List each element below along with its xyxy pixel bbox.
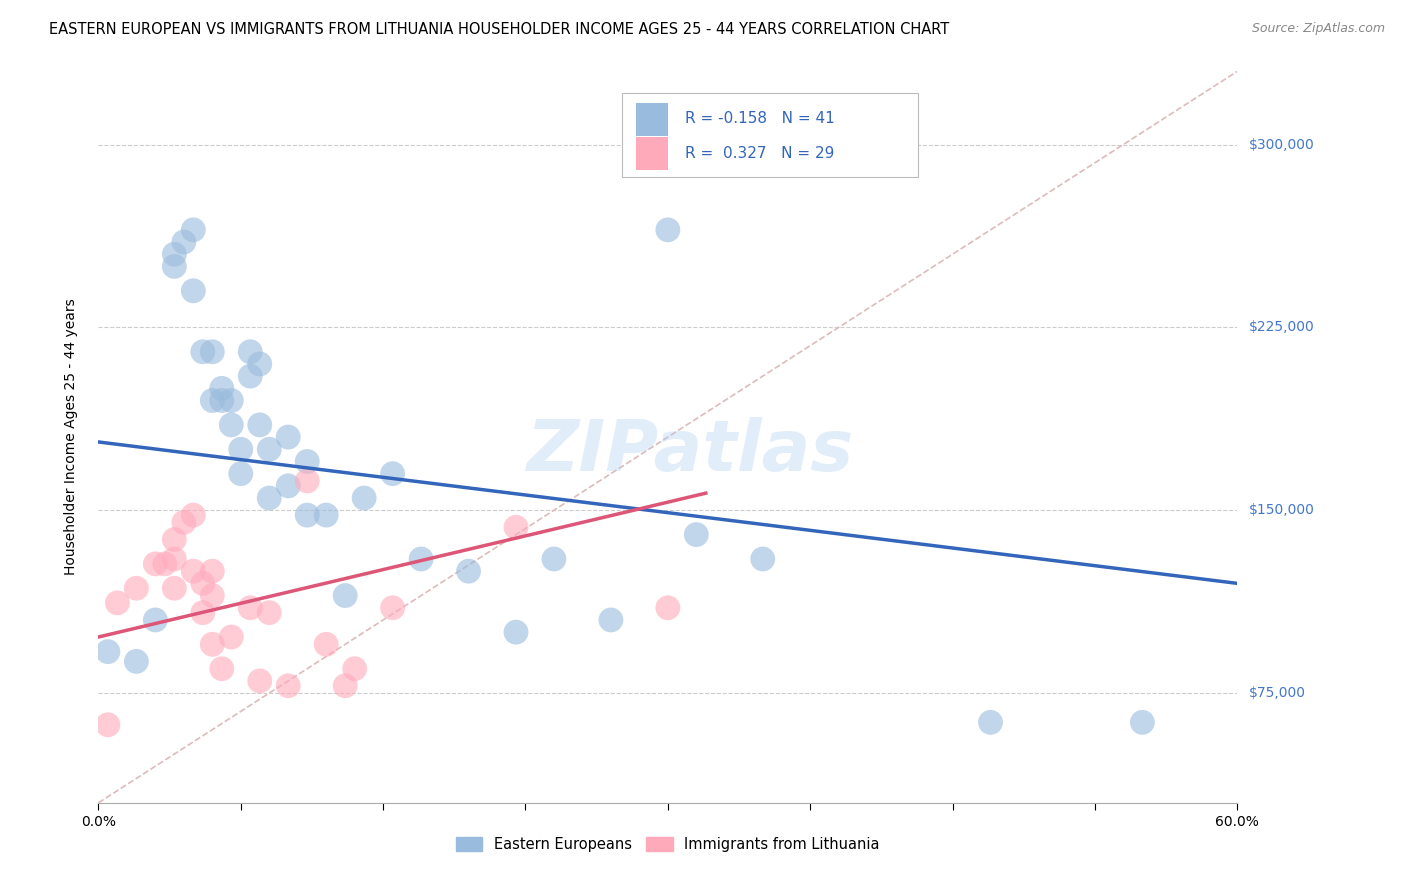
Point: [315, 508, 337, 522]
Point: [221, 393, 243, 408]
Point: [229, 467, 252, 481]
Point: [1132, 715, 1154, 730]
Point: [183, 284, 205, 298]
Point: [657, 223, 679, 237]
Point: [381, 467, 404, 481]
Point: [297, 474, 319, 488]
Point: [201, 637, 224, 651]
Text: $75,000: $75,000: [1249, 686, 1305, 700]
Point: [183, 223, 205, 237]
Point: [163, 552, 186, 566]
Point: [277, 430, 299, 444]
Point: [221, 630, 243, 644]
Point: [201, 589, 224, 603]
Point: [163, 533, 186, 547]
Point: [381, 600, 404, 615]
Point: [183, 564, 205, 578]
Point: [191, 606, 214, 620]
Point: [229, 442, 252, 457]
Point: [221, 417, 243, 432]
Point: [505, 520, 527, 534]
Point: [411, 552, 433, 566]
Point: [259, 442, 281, 457]
Text: $300,000: $300,000: [1249, 137, 1315, 152]
Point: [97, 718, 120, 732]
Point: [249, 357, 271, 371]
Point: [335, 589, 357, 603]
Text: R =  0.327   N = 29: R = 0.327 N = 29: [685, 145, 834, 161]
Point: [457, 564, 479, 578]
Point: [353, 491, 375, 505]
Point: [685, 527, 707, 541]
Point: [249, 673, 271, 688]
Text: EASTERN EUROPEAN VS IMMIGRANTS FROM LITHUANIA HOUSEHOLDER INCOME AGES 25 - 44 YE: EASTERN EUROPEAN VS IMMIGRANTS FROM LITH…: [49, 22, 949, 37]
Point: [163, 247, 186, 261]
Point: [145, 557, 167, 571]
Point: [191, 576, 214, 591]
Point: [145, 613, 167, 627]
Point: [173, 235, 195, 249]
Text: R = -0.158   N = 41: R = -0.158 N = 41: [685, 112, 835, 127]
Point: [297, 508, 319, 522]
Point: [153, 557, 176, 571]
Point: [163, 260, 186, 274]
Point: [125, 654, 148, 668]
Point: [297, 454, 319, 468]
Point: [505, 625, 527, 640]
Point: [752, 552, 775, 566]
Point: [239, 369, 262, 384]
Point: [183, 508, 205, 522]
Point: [211, 393, 233, 408]
Point: [97, 645, 120, 659]
Point: [211, 662, 233, 676]
Point: [600, 613, 623, 627]
Point: [277, 479, 299, 493]
Point: [335, 679, 357, 693]
Point: [979, 715, 1001, 730]
Point: [191, 344, 214, 359]
Point: [173, 516, 195, 530]
Point: [201, 344, 224, 359]
Point: [249, 417, 271, 432]
Point: [201, 564, 224, 578]
Text: $225,000: $225,000: [1249, 320, 1315, 334]
FancyBboxPatch shape: [623, 94, 918, 178]
Point: [163, 581, 186, 595]
Text: Source: ZipAtlas.com: Source: ZipAtlas.com: [1251, 22, 1385, 36]
Text: ZIPatlas: ZIPatlas: [527, 417, 855, 486]
Text: $150,000: $150,000: [1249, 503, 1315, 517]
Point: [201, 393, 224, 408]
Point: [239, 600, 262, 615]
Legend: Eastern Europeans, Immigrants from Lithuania: Eastern Europeans, Immigrants from Lithu…: [450, 831, 886, 858]
Point: [125, 581, 148, 595]
Point: [315, 637, 337, 651]
Point: [239, 344, 262, 359]
Point: [277, 679, 299, 693]
Point: [107, 596, 129, 610]
Point: [343, 662, 366, 676]
Point: [543, 552, 565, 566]
Point: [259, 491, 281, 505]
Point: [259, 606, 281, 620]
Y-axis label: Householder Income Ages 25 - 44 years: Householder Income Ages 25 - 44 years: [63, 299, 77, 575]
Point: [211, 381, 233, 395]
FancyBboxPatch shape: [636, 103, 668, 136]
FancyBboxPatch shape: [636, 137, 668, 170]
Point: [657, 600, 679, 615]
